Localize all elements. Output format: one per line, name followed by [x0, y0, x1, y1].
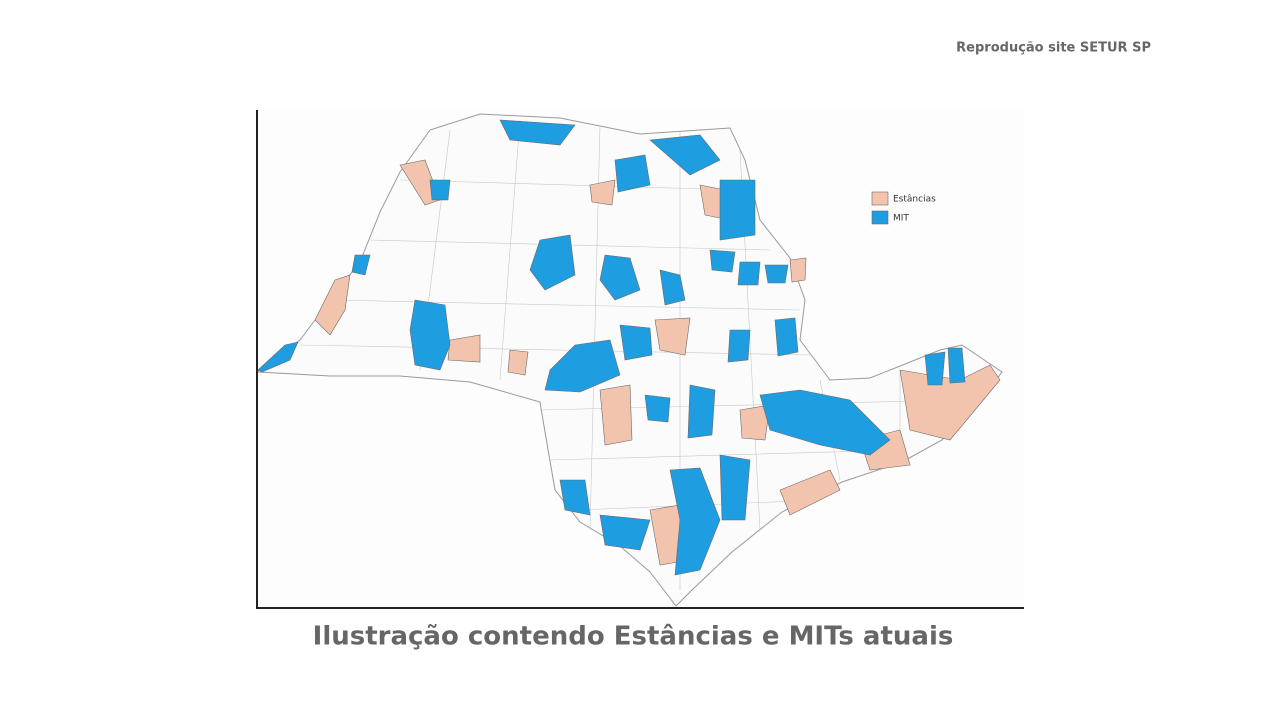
mit-area: [649, 134, 721, 176]
estancia-area: [739, 404, 771, 441]
estancia-area: [654, 317, 691, 356]
legend-label: Estâncias: [893, 195, 936, 205]
mit-area: [737, 261, 761, 286]
mit-area: [687, 384, 716, 439]
mit-area: [727, 329, 751, 363]
mit-area: [719, 179, 756, 241]
mit-area: [669, 467, 721, 576]
estancia-area: [447, 334, 481, 363]
estancia-area: [789, 257, 807, 283]
mit-area: [559, 479, 591, 516]
estancia-area: [599, 384, 633, 446]
estancia-area: [779, 469, 841, 516]
mit-area: [529, 234, 576, 291]
mit-areas: [257, 119, 966, 576]
mit-area: [659, 269, 686, 306]
mit-area: [774, 317, 799, 357]
mit-area: [599, 514, 651, 551]
estancias-areas: [314, 159, 1001, 566]
mit-area: [709, 249, 736, 273]
mit-area: [614, 154, 651, 193]
mit-area: [409, 299, 451, 371]
legend-label: MIT: [893, 214, 909, 224]
mit-area: [619, 324, 653, 361]
mit-area: [499, 119, 576, 146]
mit-area: [764, 264, 789, 284]
estancia-area: [314, 274, 351, 336]
mit-area: [924, 351, 946, 386]
legend-swatch: [871, 210, 889, 225]
mit-area: [644, 394, 671, 423]
mit-area: [351, 254, 371, 276]
legend-swatch: [871, 191, 889, 206]
caption: Ilustração contendo Estâncias e MITs atu…: [313, 622, 954, 652]
mit-area: [544, 339, 621, 393]
map: Estâncias MIT: [257, 113, 1003, 607]
mit-area: [599, 254, 641, 301]
source-note: Reprodução site SETUR SP: [956, 41, 1151, 56]
mit-area: [719, 454, 751, 521]
estancia-area: [507, 349, 529, 376]
mit-area: [947, 347, 966, 384]
mit-area: [257, 341, 299, 373]
estancia-area: [589, 179, 616, 206]
mit-area: [759, 389, 891, 456]
mit-area: [429, 179, 451, 201]
